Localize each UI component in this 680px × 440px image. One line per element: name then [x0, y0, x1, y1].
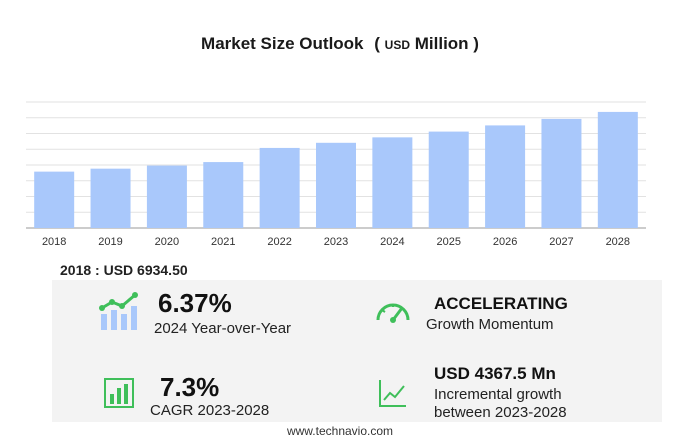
bar-2020	[146, 165, 187, 228]
incremental-label-2: between 2023-2028	[434, 404, 567, 421]
bar-chart: 2018 2019 2020 2021 2022 2023 2024 2025 2026 2027…	[26, 101, 646, 248]
chart-title-unit: ( USD Million )	[374, 34, 479, 53]
unit-paren-close: )	[473, 34, 479, 53]
bar-2026	[485, 125, 526, 228]
bar-2027	[541, 118, 582, 228]
cagr-value: 7.3%	[160, 372, 220, 402]
yoy-value: 6.37%	[158, 288, 232, 318]
x-tick-label-2022: 2022	[267, 236, 291, 248]
bar-2019	[90, 168, 131, 228]
bar-2022	[259, 147, 300, 228]
x-tick-label-2023: 2023	[324, 236, 348, 248]
x-tick-label-2025: 2025	[436, 236, 460, 248]
momentum-value: ACCELERATING	[434, 294, 568, 313]
x-tick-label-2019: 2019	[98, 236, 122, 248]
yoy-label: 2024 Year-over-Year	[154, 320, 292, 337]
bar-2018	[34, 171, 75, 228]
x-tick-label-2027: 2027	[549, 236, 573, 248]
momentum-label: Growth Momentum	[426, 316, 554, 333]
x-tick-label-2028: 2028	[606, 236, 630, 248]
bar-2023	[316, 142, 356, 228]
x-tick-label-2024: 2024	[380, 236, 404, 248]
incremental-label-1: Incremental growth	[434, 386, 562, 403]
speedometer-icon	[376, 303, 410, 323]
base-year-value: 2018 : USD 6934.50	[60, 262, 188, 278]
footer-source: www.technavio.com	[286, 424, 394, 438]
bar-growth-icon	[99, 292, 138, 330]
x-tick-label-2018: 2018	[42, 236, 66, 248]
bar-2021	[203, 162, 244, 228]
cagr-label: CAGR 2023-2028	[150, 402, 270, 419]
x-tick-label-2026: 2026	[493, 236, 517, 248]
chart-title: Market Size Outlook ( USD Million )	[0, 34, 680, 54]
unit-currency: USD	[384, 38, 410, 52]
x-tick-label-2020: 2020	[155, 236, 179, 248]
bar-2028	[597, 111, 638, 228]
x-tick-label-2021: 2021	[211, 236, 235, 248]
chart-title-text: Market Size Outlook	[201, 34, 364, 53]
bar-2025	[428, 131, 469, 228]
unit-scale: Million	[414, 34, 469, 53]
unit-paren-open: (	[374, 34, 380, 53]
stats-panel: 6.37% 2024 Year-over-Year ACCELERATING G…	[52, 280, 662, 422]
bar-chart-icon	[104, 378, 134, 408]
incremental-value: USD 4367.5 Mn	[434, 364, 556, 383]
bar-2024	[372, 137, 413, 228]
line-chart-icon	[379, 380, 406, 407]
